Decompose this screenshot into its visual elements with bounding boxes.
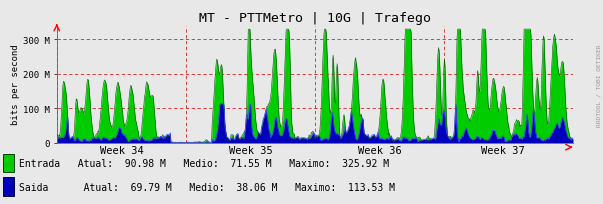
Title: MT - PTTMetro | 10G | Trafego: MT - PTTMetro | 10G | Trafego — [199, 12, 431, 25]
Text: Entrada   Atual:  90.98 M   Medio:  71.55 M   Maximo:  325.92 M: Entrada Atual: 90.98 M Medio: 71.55 M Ma… — [19, 158, 389, 168]
Text: Saida      Atual:  69.79 M   Medio:  38.06 M   Maximo:  113.53 M: Saida Atual: 69.79 M Medio: 38.06 M Maxi… — [19, 182, 395, 192]
Text: RRDTOOL / TOBI OETIKER: RRDTOOL / TOBI OETIKER — [597, 45, 602, 127]
Y-axis label: bits per second: bits per second — [11, 44, 20, 125]
